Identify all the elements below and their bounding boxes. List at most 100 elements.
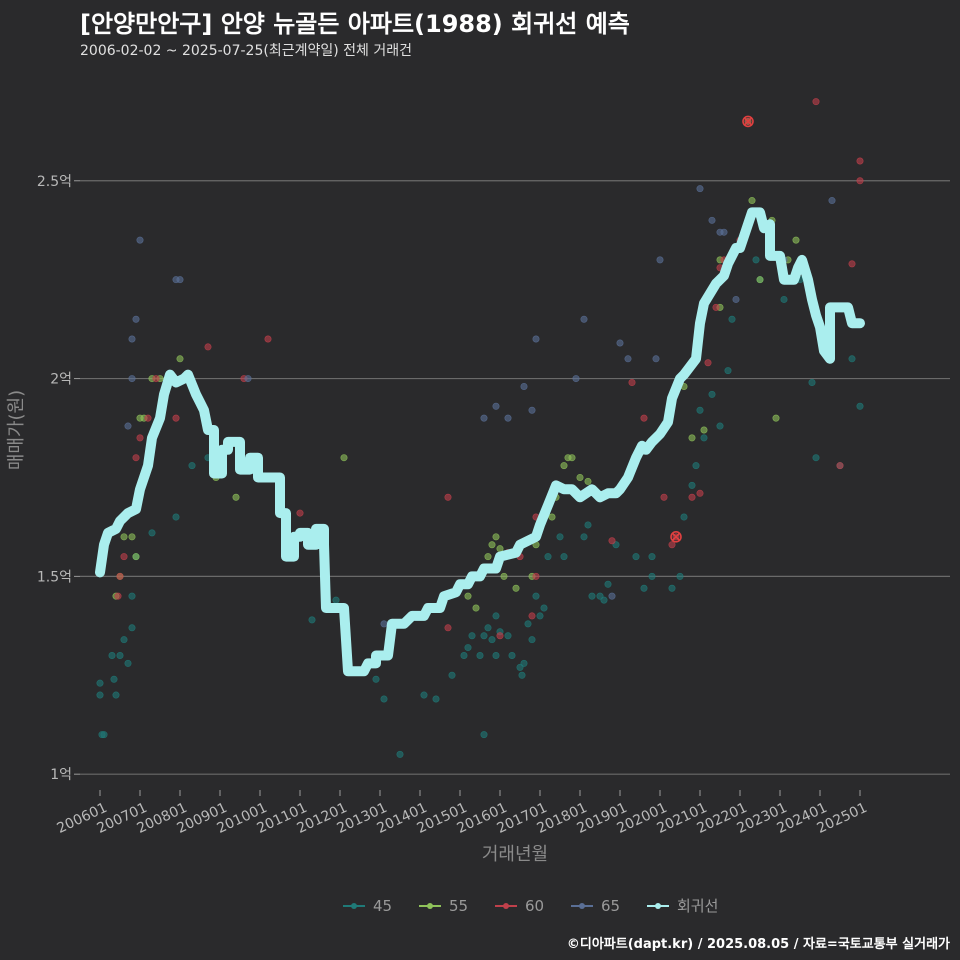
data-point-65 [520,382,528,390]
data-point-60 [848,260,856,268]
data-point-55 [584,477,592,485]
data-point-60 [704,359,712,367]
legend-item-65: 65 [571,897,620,915]
highlight-ring [742,115,754,128]
data-point-65 [616,339,624,347]
highlight-cross [743,116,753,126]
data-point-60 [856,177,864,185]
data-point-45 [480,632,488,640]
data-point-45 [648,553,656,561]
y-gridlines [80,180,950,775]
data-point-65 [380,620,388,628]
data-point-55 [464,592,472,600]
data-point-45 [600,596,608,604]
data-point-60 [132,454,140,462]
chart-title: [안양만안구] 안양 뉴골든 아파트(1988) 회귀선 예측 [80,10,630,38]
data-point-60 [444,624,452,632]
data-point-45 [780,295,788,303]
data-point-60 [496,632,504,640]
data-point-45 [112,691,120,699]
data-point-60 [264,335,272,343]
data-point-45 [556,533,564,541]
data-point-55 [340,454,348,462]
data-point-45 [700,434,708,442]
data-point-45 [532,592,540,600]
data-point-55 [132,553,140,561]
data-point-45 [420,691,428,699]
data-point-60 [812,98,820,106]
data-point-45 [632,553,640,561]
data-point-45 [708,390,716,398]
data-point-65 [652,355,660,363]
data-point-60 [660,493,668,501]
legend: 45 55 60 65 회귀선 [343,897,718,915]
data-point-45 [544,553,552,561]
data-point-45 [752,256,760,264]
data-point-45 [692,462,700,470]
data-point-65 [244,375,252,383]
data-point-60 [136,434,144,442]
data-point-65 [608,592,616,600]
data-point-60 [116,572,124,580]
legend-label: 65 [601,897,620,915]
data-point-45 [116,651,124,659]
data-point-65 [176,276,184,284]
data-point-65 [720,228,728,236]
data-point-65 [696,185,704,193]
regression-line [95,207,865,677]
y-tick-label: 1억 [50,767,72,783]
y-tick-label: 2억 [50,372,72,388]
data-point-45 [808,379,816,387]
legend-swatch-dot [351,903,357,909]
data-point-55 [792,236,800,244]
legend-label: 60 [525,897,544,915]
data-point-55 [756,276,764,284]
data-point-55 [488,541,496,549]
data-point-60 [204,343,212,351]
data-point-45 [432,695,440,703]
data-point-45 [128,592,136,600]
data-point-45 [484,624,492,632]
x-axis-title: 거래년월 [482,844,548,865]
data-point-55 [560,462,568,470]
regression-line-path [95,207,865,677]
data-point-45 [668,584,676,592]
data-point-60 [144,414,152,422]
data-point-45 [120,636,128,644]
data-point-65 [128,375,136,383]
data-point-65 [504,414,512,422]
data-point-45 [128,624,136,632]
data-point-65 [828,197,836,205]
data-point-55 [576,473,584,481]
data-point-45 [640,584,648,592]
highlight-ring [670,531,682,543]
data-point-45 [696,406,704,414]
data-point-60 [528,612,536,620]
data-point-45 [528,636,536,644]
data-point-45 [172,513,180,521]
data-point-45 [100,731,108,739]
data-point-65 [624,355,632,363]
data-point-55 [548,513,556,521]
data-point-45 [520,659,528,667]
data-point-55 [748,197,756,205]
data-point-45 [96,679,104,687]
legend-item-60: 60 [495,897,544,915]
data-point-45 [396,750,404,758]
data-point-60 [668,541,676,549]
data-point-60 [608,537,616,545]
data-point-55 [772,414,780,422]
data-point-55 [232,493,240,501]
data-point-60 [444,493,452,501]
data-point-60 [628,379,636,387]
data-point-65 [708,216,716,224]
data-point-60 [856,157,864,165]
data-point-55 [120,533,128,541]
data-point-45 [848,355,856,363]
data-point-45 [460,651,468,659]
legend-label: 55 [449,897,468,915]
data-point-60 [836,462,844,470]
legend-item-회귀선: 회귀선 [647,897,718,915]
scatter-points [96,98,864,758]
highlight-cross [671,532,681,542]
